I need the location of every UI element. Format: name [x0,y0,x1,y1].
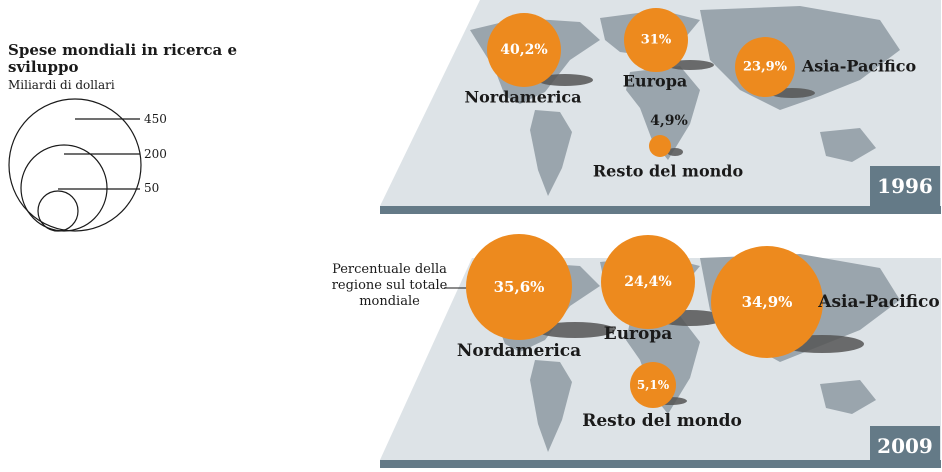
legend-size-200: 200 [144,147,167,161]
share-1996-europa: 31% [640,32,672,48]
legend-title: Spese mondiali in ricerca e sviluppo [8,41,238,76]
land-africa-1996 [626,66,700,160]
bubble-2009-resto-del-mondo [630,362,676,408]
region-2009-resto-del-mondo: Resto del mondo [582,411,742,431]
bubble-1996-nordamerica [487,13,561,87]
year-box-1996 [870,166,940,206]
region-2009-nordamerica: Nordamerica [456,341,582,361]
share-1996-resto-del-mondo: 4,9% [650,113,688,129]
legend-size-50: 50 [144,181,160,195]
bubble-2009-nordamerica [466,234,572,340]
legend-circle-200 [20,144,108,232]
legend-size-450: 450 [144,112,167,126]
bubble-1996-asia-pacifico [735,37,795,97]
band-2009 [380,460,941,468]
region-1996-asia-pacifico: Asia-Pacifico [801,56,917,76]
bubble-shadow-2009-nordamerica [535,322,615,338]
legend-size-circles [8,98,142,232]
bubble-2009-europa [601,235,695,329]
legend-subtitle: Miliardi di dollari [8,78,115,92]
region-1996-nordamerica: Nordamerica [464,87,582,107]
share-2009-europa: 24,4% [624,274,672,290]
land-australia-2009 [820,380,876,414]
year-box-2009 [870,426,940,466]
bubble-2009-asia-pacifico [711,246,823,358]
share-1996-asia-pacifico: 23,9% [742,59,788,75]
share-2009-resto-del-mondo: 5,1% [636,378,670,392]
year-label-2009: 2009 [877,434,933,458]
band-1996 [380,206,941,214]
share-2009-nordamerica: 35,6% [493,278,545,296]
share-1996-nordamerica: 40,2% [500,42,548,58]
bubble-shadow-1996-nordamerica [537,74,593,86]
region-2009-europa: Europa [603,324,673,344]
bubble-1996-europa [624,8,688,72]
bubble-shadow-1996-resto-del-mondo [667,148,683,156]
region-1996-europa: Europa [622,71,688,91]
legend-circle-50 [37,190,79,232]
region-2009-asia-pacifico: Asia-Pacifico [818,292,940,312]
land-australia-1996 [820,128,876,162]
bubble-1996-resto-del-mondo [649,135,671,157]
land-south-america-2009 [530,360,572,452]
year-label-1996: 1996 [877,174,933,198]
share-2009-asia-pacifico: 34,9% [741,293,793,311]
bubble-layer [466,8,864,408]
land-south-america-1996 [530,110,572,196]
legend-circle-450 [8,98,142,232]
region-1996-resto-del-mondo: Resto del mondo [592,161,744,181]
callout-text: Percentuale della regione sul totale mon… [331,262,448,309]
